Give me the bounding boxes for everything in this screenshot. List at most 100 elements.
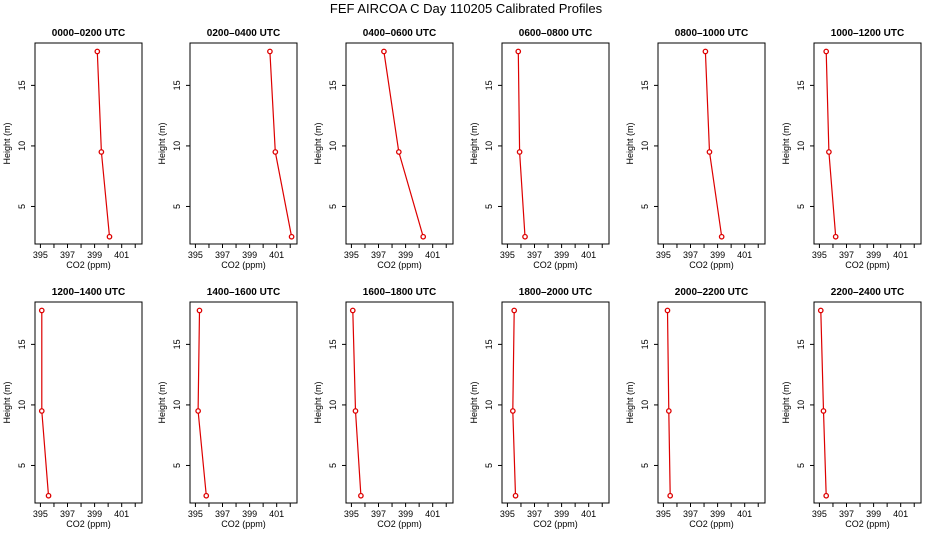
x-tick-label: 395 xyxy=(656,250,671,260)
data-point xyxy=(664,307,671,314)
x-axis-label: CO2 (ppm) xyxy=(689,260,734,270)
y-tick-label: 5 xyxy=(17,204,27,209)
data-point xyxy=(196,307,203,314)
plot-frame xyxy=(813,301,922,504)
plot-frame xyxy=(501,42,610,245)
panel-title: 0800–1000 UTC xyxy=(675,28,748,39)
x-axis-label: CO2 (ppm) xyxy=(845,519,890,529)
profile-line xyxy=(820,310,827,496)
profile-panel: 0600–0800 UTC 395 397 399 401 5 10 15 CO2 (ppm) H… xyxy=(469,28,610,270)
data-point xyxy=(38,408,45,414)
profile-panel: 0000–0200 UTC 395 397 399 401 5 10 15 CO2 (ppm) H… xyxy=(2,28,143,270)
profile-panel: 0800–1000 UTC 395 397 399 401 5 10 15 CO2 (ppm) H… xyxy=(625,28,766,270)
data-point xyxy=(522,233,528,240)
y-tick-label: 10 xyxy=(796,400,806,410)
data-point xyxy=(272,149,279,155)
y-tick-label: 10 xyxy=(796,141,806,151)
data-point xyxy=(195,408,201,414)
x-tick-label: 401 xyxy=(114,509,129,519)
x-axis-label: CO2 (ppm) xyxy=(533,260,578,270)
data-point xyxy=(358,492,364,499)
x-tick-label: 397 xyxy=(527,509,542,519)
data-point xyxy=(395,149,402,155)
data-point xyxy=(512,492,519,499)
x-axis-label: CO2 (ppm) xyxy=(845,260,890,270)
plot-frame xyxy=(189,301,298,504)
x-tick-label: 395 xyxy=(33,509,48,519)
y-tick-label: 10 xyxy=(484,141,494,151)
profile-panel: 0400–0600 UTC 395 397 399 401 5 10 15 CO2 (ppm) H… xyxy=(313,28,454,270)
data-point xyxy=(826,149,832,155)
y-tick-label: 5 xyxy=(484,463,494,468)
y-tick-label: 10 xyxy=(17,141,27,151)
x-axis-label: CO2 (ppm) xyxy=(533,519,578,529)
panel-title: 0000–0200 UTC xyxy=(52,28,125,39)
data-point xyxy=(98,149,105,155)
x-tick-label: 395 xyxy=(188,250,203,260)
x-tick-label: 397 xyxy=(839,250,854,260)
y-tick-label: 5 xyxy=(172,204,182,209)
panel-title: 2200–2400 UTC xyxy=(831,287,904,298)
x-tick-label: 397 xyxy=(60,250,75,260)
y-tick-label: 5 xyxy=(328,463,338,468)
data-point xyxy=(515,48,522,55)
y-axis-label: Height (m) xyxy=(313,122,323,164)
y-tick-label: 10 xyxy=(640,400,650,410)
plot-frame xyxy=(345,301,454,504)
profile-line xyxy=(352,310,362,496)
y-tick-label: 10 xyxy=(172,141,182,151)
x-axis-label: CO2 (ppm) xyxy=(221,260,266,270)
profile-line xyxy=(197,310,207,496)
plot-frame xyxy=(34,301,143,504)
panel-title: 0400–0600 UTC xyxy=(363,28,436,39)
x-tick-label: 401 xyxy=(893,250,908,260)
y-tick-label: 5 xyxy=(484,204,494,209)
profile-panel: 1200–1400 UTC 395 397 399 401 5 10 15 CO2 (ppm) H… xyxy=(2,287,143,529)
x-tick-label: 399 xyxy=(398,509,413,519)
data-point xyxy=(38,307,45,314)
x-tick-label: 397 xyxy=(215,250,230,260)
y-axis-label: Height (m) xyxy=(157,122,167,164)
y-axis-label: Height (m) xyxy=(781,122,791,164)
x-tick-label: 395 xyxy=(344,250,359,260)
x-tick-label: 399 xyxy=(554,250,569,260)
panel-title: 1400–1600 UTC xyxy=(207,287,280,298)
y-tick-label: 10 xyxy=(328,400,338,410)
x-tick-label: 397 xyxy=(215,509,230,519)
y-axis-label: Height (m) xyxy=(469,381,479,423)
x-axis-label: CO2 (ppm) xyxy=(221,519,266,529)
profile-panel: 2000–2200 UTC 395 397 399 401 5 10 15 CO2 (ppm) H… xyxy=(625,287,766,529)
profile-panel: 1000–1200 UTC 395 397 399 401 5 10 15 CO2 (ppm) H… xyxy=(781,28,922,270)
profile-panel: 0200–0400 UTC 395 397 399 401 5 10 15 CO2 (ppm) H… xyxy=(157,28,298,270)
x-tick-label: 399 xyxy=(866,509,881,519)
y-tick-label: 15 xyxy=(328,80,338,90)
data-point xyxy=(106,233,113,240)
x-tick-label: 397 xyxy=(839,509,854,519)
y-tick-label: 15 xyxy=(172,339,182,349)
data-point xyxy=(381,48,387,55)
profile-line xyxy=(383,51,424,237)
data-point xyxy=(94,48,101,55)
y-tick-label: 15 xyxy=(484,80,494,90)
x-tick-label: 395 xyxy=(500,509,515,519)
y-tick-label: 10 xyxy=(17,400,27,410)
profile-panel: 1600–1800 UTC 395 397 399 401 5 10 15 CO2 (ppm) H… xyxy=(313,287,454,529)
profile-line xyxy=(269,51,293,237)
y-tick-label: 10 xyxy=(484,400,494,410)
x-tick-label: 401 xyxy=(269,250,284,260)
x-tick-label: 397 xyxy=(60,509,75,519)
x-axis-label: CO2 (ppm) xyxy=(377,519,422,529)
data-point xyxy=(702,48,709,55)
data-point xyxy=(667,492,674,499)
x-axis-label: CO2 (ppm) xyxy=(377,260,422,270)
y-axis-label: Height (m) xyxy=(2,381,12,423)
x-tick-label: 397 xyxy=(527,250,542,260)
panel-title: 2000–2200 UTC xyxy=(675,287,748,298)
y-tick-label: 5 xyxy=(796,204,806,209)
panel-title: 0200–0400 UTC xyxy=(207,28,280,39)
plot-frame xyxy=(501,301,610,504)
x-tick-label: 395 xyxy=(500,250,515,260)
y-tick-label: 10 xyxy=(172,400,182,410)
y-tick-label: 5 xyxy=(640,204,650,209)
profile-panel: 1400–1600 UTC 395 397 399 401 5 10 15 CO2 (ppm) H… xyxy=(157,287,298,529)
